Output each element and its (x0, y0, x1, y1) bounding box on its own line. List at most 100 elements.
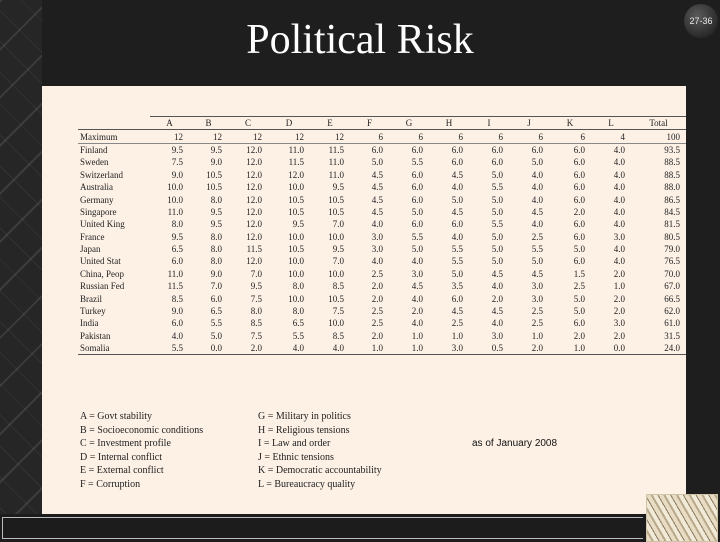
score-cell: 8.0 (210, 256, 222, 267)
score-cell: 11.0 (167, 206, 183, 217)
score-cell: 24.0 (631, 342, 686, 356)
score-cell: 9.5 (292, 219, 304, 230)
score-cell: 9.5 (332, 244, 344, 255)
score-cell: 5.0 (491, 231, 503, 242)
score-cell: 12.0 (246, 231, 262, 242)
score-cell: 7.5 (250, 293, 262, 304)
score-cell: 4.0 (613, 194, 625, 205)
score-cell: 12.0 (246, 194, 262, 205)
score-cell: 2.0 (509, 342, 549, 356)
score-cell: 4.0 (531, 219, 543, 230)
score-cell: 8.0 (210, 194, 222, 205)
country-cell: Japan (80, 244, 101, 255)
score-cell: 4.0 (531, 169, 543, 180)
score-cell: 7.5 (250, 330, 262, 341)
legend-item: H = Religious tensions (258, 424, 350, 436)
score-cell: 10.0 (288, 293, 304, 304)
slide-number-badge: 27-36 (684, 4, 718, 38)
score-cell: 4.0 (268, 342, 310, 356)
table-row: Turkey 9.0 6.5 8.0 8.0 7.5 2.5 2.0 4.5 4.5 2.5 5.0 2… (78, 305, 686, 317)
header-col-d: D (268, 115, 310, 131)
score-cell: 7.5 (332, 306, 344, 317)
country-cell: Russian Fed (80, 281, 125, 292)
score-cell: 10.5 (206, 182, 222, 193)
score-cell: 3.0 (371, 231, 383, 242)
score-cell: 2.5 (371, 318, 383, 329)
score-cell: 9.0 (210, 268, 222, 279)
country-cell: Pakistan (80, 330, 111, 341)
as-of-note: as of January 2008 (472, 438, 558, 449)
score-cell: 4.5 (451, 206, 463, 217)
country-cell: Switzerland (80, 169, 123, 180)
score-cell: 12 (310, 129, 350, 144)
score-cell: 5.0 (371, 157, 383, 168)
score-cell: 5.0 (573, 293, 585, 304)
score-cell: 4.5 (371, 206, 383, 217)
score-cell: 2.5 (371, 306, 383, 317)
score-cell: 5.0 (573, 244, 585, 255)
score-cell: 5.5 (491, 219, 503, 230)
slide-title: Political Risk (246, 17, 474, 63)
score-cell: 6.0 (171, 256, 183, 267)
bottom-bar (0, 514, 720, 540)
score-cell: 4.0 (171, 330, 183, 341)
table-row: United Stat 6.0 8.0 12.0 10.0 7.0 4.0 4.0 5.5 5.0… (78, 255, 686, 267)
slide-content-panel: A B C D E F G H I J K L Total Maximum 12 12 12 12 12 6 6 6 6 6… (42, 86, 686, 514)
score-cell: 11.0 (167, 268, 183, 279)
score-cell: 6.5 (171, 244, 183, 255)
table-row: Sweden 7.5 9.0 12.0 11.5 11.0 5.0 5.5 6.0 6.0 5.0 6… (78, 156, 686, 168)
score-cell: 2.0 (613, 293, 625, 304)
score-cell: 4.5 (451, 306, 463, 317)
score-cell: 12 (189, 129, 228, 144)
score-cell: 4.0 (371, 219, 383, 230)
table-row: China, Peop 11.0 9.0 7.0 10.0 10.0 2.5 3.0 5.0 4.… (78, 268, 686, 280)
score-cell: 4.0 (491, 318, 503, 329)
country-cell: Somalia (78, 342, 150, 356)
score-cell: 5.0 (451, 194, 463, 205)
country-cell: United King (80, 219, 125, 230)
score-cell: 11.5 (328, 144, 344, 155)
score-cell: 5.5 (411, 231, 423, 242)
country-cell: Australia (80, 182, 113, 193)
score-cell: 1.0 (531, 330, 543, 341)
score-cell: 6.0 (451, 293, 463, 304)
score-cell: 2.0 (573, 330, 585, 341)
score-cell: 12 (150, 129, 189, 144)
table-row: Switzerland 9.0 10.5 12.0 12.0 11.0 4.5 6.0 4.5 5… (78, 169, 686, 181)
score-cell: 4.0 (613, 157, 625, 168)
score-cell: 2.0 (491, 293, 503, 304)
score-cell: 8.5 (171, 293, 183, 304)
header-country (78, 116, 150, 131)
score-cell: 6.0 (573, 231, 585, 242)
score-cell: 4.0 (613, 169, 625, 180)
score-cell: 9.5 (171, 144, 183, 155)
score-cell: 6.0 (451, 219, 463, 230)
table-row: Finland 9.5 9.5 12.0 11.0 11.5 6.0 6.0 6.0 6.0 6.0… (78, 143, 686, 156)
score-cell: 66.5 (664, 293, 680, 304)
score-cell: 7.5 (171, 157, 183, 168)
country-cell: Germany (80, 194, 114, 205)
score-cell: 2.0 (613, 306, 625, 317)
score-cell: 2.0 (613, 268, 625, 279)
table-row: Brazil 8.5 6.0 7.5 10.0 10.5 2.0 4.0 6.0 2.0 3.0 5.… (78, 292, 686, 304)
score-cell: 6.0 (171, 318, 183, 329)
score-cell: 4.0 (613, 244, 625, 255)
score-cell: 80.5 (664, 231, 680, 242)
score-cell: 12.0 (246, 256, 262, 267)
header-col-j: J (509, 115, 549, 131)
score-cell: 2.0 (371, 330, 383, 341)
score-cell: 10.5 (288, 194, 304, 205)
header-col-h: H (429, 115, 469, 131)
table-row: Somalia 5.5 0.0 2.0 4.0 4.0 1.0 1.0 3.0 0.5 2.0 1.0… (78, 342, 686, 356)
table-row: France 9.5 8.0 12.0 10.0 10.0 3.0 5.5 4.0 5.0 2.5 6… (78, 231, 686, 243)
score-cell: 6.0 (491, 144, 503, 155)
score-cell: 1.0 (613, 281, 625, 292)
legend-item: I = Law and order (258, 438, 331, 449)
score-cell: 3.0 (613, 231, 625, 242)
score-cell: 5.5 (210, 318, 222, 329)
score-cell: 9.0 (171, 169, 183, 180)
score-cell: 79.0 (664, 244, 680, 255)
score-cell: 5.0 (491, 256, 503, 267)
score-cell: 11.0 (328, 157, 344, 168)
score-cell: 4.0 (451, 182, 463, 193)
